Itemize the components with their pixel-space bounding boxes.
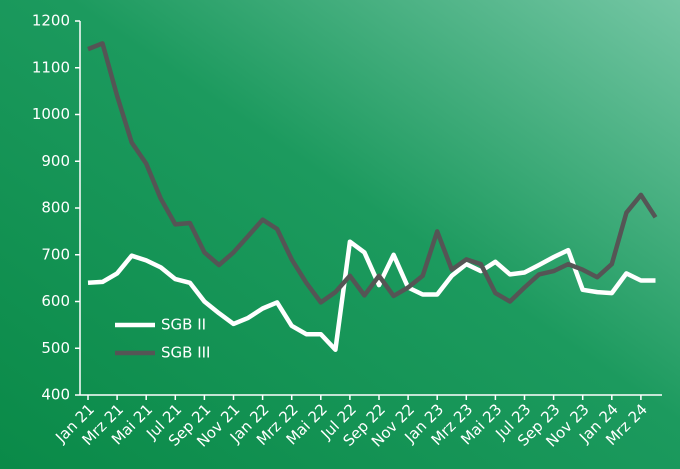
y-tick-label: 1200 [32,12,70,30]
y-tick-label: 600 [41,292,70,310]
legend-label: SGB III [161,344,210,362]
y-tick-label: 1100 [32,58,70,76]
y-tick-label: 400 [41,386,70,404]
series-line [87,239,656,352]
series-line [87,41,658,305]
y-tick-label: 700 [41,245,70,263]
y-tick-label: 1000 [32,105,70,123]
legend-label: SGB II [161,316,206,334]
y-tick-label: 900 [41,152,70,170]
y-tick-label: 500 [41,339,70,357]
y-tick-label: 800 [41,199,70,217]
